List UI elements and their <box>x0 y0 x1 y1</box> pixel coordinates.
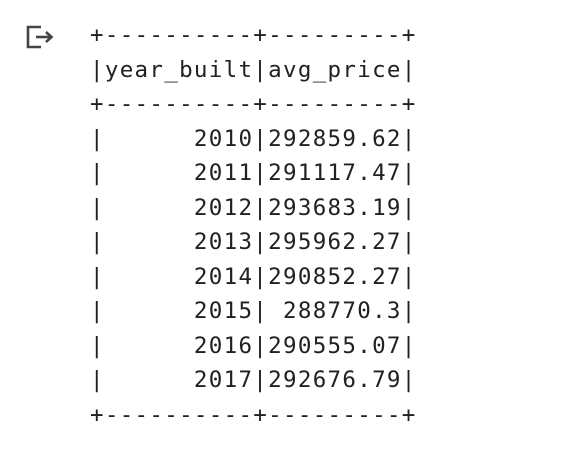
table-border-top: +----------+---------+ <box>90 22 417 48</box>
table-row: | 2010|292859.62| <box>90 125 417 152</box>
dataframe-table-output: +----------+---------+ |year_built|avg_pr… <box>90 18 417 432</box>
table-row: | 2015| 288770.3| <box>90 298 417 324</box>
table-row: | 2011|291117.47| <box>90 160 417 186</box>
output-redirect-icon[interactable] <box>25 24 59 50</box>
table-row: | 2016|290555.07| <box>90 332 417 359</box>
table-row: | 2013|295962.27| <box>90 229 417 255</box>
table-row: | 2012|293683.19| <box>90 194 417 221</box>
table-header-row: |year_built|avg_price| <box>90 56 417 83</box>
table-border-bottom: +----------+---------+ <box>90 401 417 428</box>
table-row: | 2017|292676.79| <box>90 367 417 393</box>
table-row: | 2014|290852.27| <box>90 263 417 290</box>
table-header-divider: +----------+---------+ <box>90 91 417 117</box>
